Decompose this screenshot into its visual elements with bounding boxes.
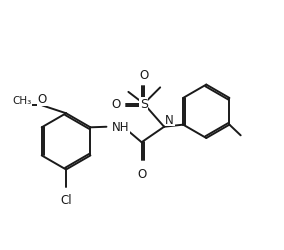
Text: O: O bbox=[112, 98, 121, 111]
Text: NH: NH bbox=[112, 121, 129, 134]
Text: O: O bbox=[137, 167, 146, 180]
Text: N: N bbox=[165, 113, 174, 126]
Text: Cl: Cl bbox=[60, 193, 72, 206]
Text: O: O bbox=[139, 68, 149, 81]
Text: S: S bbox=[140, 98, 148, 111]
Text: CH₃: CH₃ bbox=[12, 96, 32, 106]
Text: O: O bbox=[37, 93, 47, 106]
